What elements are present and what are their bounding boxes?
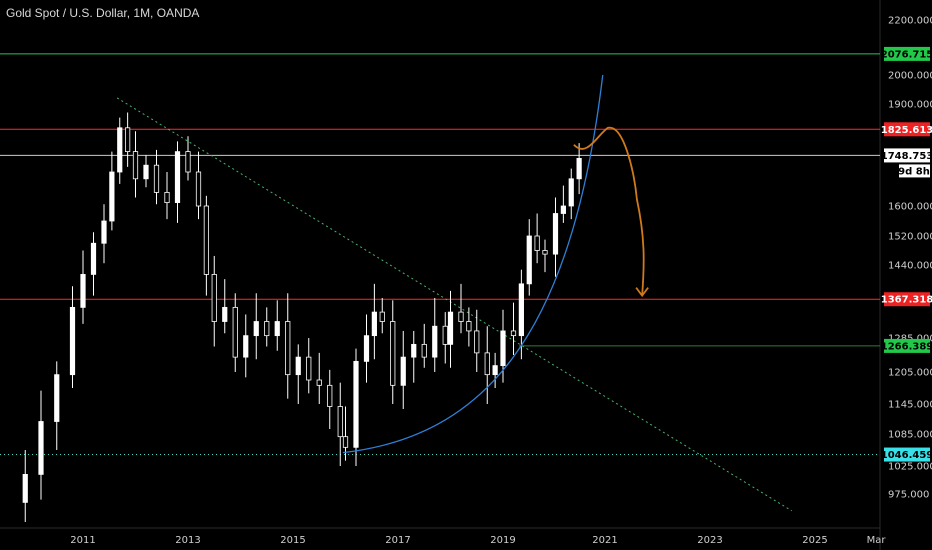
x-tick-label: 2021: [592, 535, 617, 546]
candle-body: [174, 151, 181, 204]
candle-body: [203, 205, 209, 275]
candle-body: [337, 406, 343, 438]
x-tick-label: 2025: [802, 535, 827, 546]
candle-body: [22, 473, 28, 503]
x-tick-label: Mar: [867, 535, 887, 546]
candle-body: [447, 311, 454, 345]
candle-body: [306, 356, 312, 381]
candle-body: [285, 321, 291, 376]
y-tick-label: 2200.000: [888, 16, 932, 27]
candle-body: [295, 356, 301, 376]
candle-body: [274, 321, 280, 337]
x-tick-label: 2017: [385, 535, 410, 546]
candle-body: [342, 436, 349, 448]
x-tick-label: 2015: [280, 535, 305, 546]
y-tick-label: 1145.000: [888, 400, 932, 411]
level-tag-label: 1367.318: [881, 295, 932, 306]
level-tag-label: 1266.389: [881, 341, 932, 352]
candle-body: [54, 374, 60, 422]
candle-body: [534, 235, 540, 251]
candle-body: [211, 274, 217, 322]
candle-body: [264, 321, 270, 337]
level-tag: [884, 122, 930, 137]
candle-body: [458, 311, 464, 322]
candle-body: [132, 151, 139, 180]
candle-body: [371, 311, 377, 337]
candle-body: [390, 321, 396, 386]
candle-body: [576, 157, 582, 180]
candle-body: [243, 335, 249, 358]
candle-body: [560, 205, 566, 214]
candle-body: [222, 306, 228, 322]
countdown-label: 9d 8h: [898, 166, 930, 177]
y-tick-label: 1025.000: [888, 462, 932, 473]
y-tick-label: 1440.000: [888, 261, 932, 272]
candle-body: [153, 164, 160, 193]
level-tag: [884, 447, 930, 462]
candle-body: [526, 235, 532, 285]
y-tick-label: 1205.000: [888, 368, 932, 379]
projected-path-arrowhead: [635, 287, 649, 298]
candle-body: [500, 330, 506, 367]
x-tick-label: 2011: [70, 535, 95, 546]
candle-body: [510, 330, 517, 337]
level-tag: [884, 338, 930, 353]
candle-body: [432, 325, 438, 358]
chart-title: Gold Spot / U.S. Dollar, 1M, OANDA: [6, 6, 200, 20]
candle-body: [69, 306, 76, 376]
candle-body: [164, 191, 170, 203]
candle-body: [379, 311, 385, 322]
level-tag-label: 1046.459: [881, 450, 932, 461]
candle-body: [125, 127, 131, 153]
candle-body: [400, 356, 406, 386]
y-tick-label: 1600.000: [888, 202, 932, 213]
candle-body: [109, 171, 115, 222]
candle-body: [80, 274, 86, 308]
candle-body: [316, 379, 322, 386]
candle-body: [101, 220, 107, 244]
candle-body: [474, 330, 480, 354]
parabolic-curve: [342, 74, 604, 454]
candle-body: [552, 213, 559, 255]
projected-path: [573, 126, 645, 296]
candle-body: [421, 343, 427, 358]
candle-body: [38, 421, 44, 475]
candle-body: [411, 343, 417, 358]
y-tick-label: 1900.000: [888, 100, 932, 111]
x-tick-label: 2013: [175, 535, 200, 546]
candle-body: [568, 178, 574, 207]
candle-body: [327, 384, 333, 407]
candle-body: [363, 335, 370, 362]
candle-body: [90, 242, 97, 275]
candle-body: [442, 325, 448, 345]
candle-body: [185, 151, 191, 173]
level-tag-label: 1748.753: [881, 151, 932, 162]
x-tick-label: 2023: [697, 535, 722, 546]
level-tag: [884, 46, 930, 61]
countdown-tag: [899, 164, 930, 178]
level-tag-label: 2076.715: [881, 49, 932, 60]
candle-body: [353, 360, 359, 448]
y-tick-label: 2000.000: [888, 71, 932, 82]
x-tick-label: 2019: [490, 535, 515, 546]
candle-body: [232, 306, 238, 358]
y-tick-label: 1085.000: [888, 430, 932, 441]
y-tick-label: 975.000: [888, 490, 929, 501]
level-tag: [884, 148, 930, 163]
candle-body: [143, 164, 149, 180]
candle-body: [253, 321, 259, 337]
candle-body: [484, 352, 490, 376]
candle-body: [492, 365, 498, 376]
level-tag: [884, 292, 930, 307]
y-tick-label: 1520.000: [888, 232, 932, 243]
candle-body: [195, 171, 202, 207]
candle-body: [466, 321, 472, 332]
candle-body: [518, 283, 524, 337]
descending-trendline: [116, 97, 793, 512]
candle-body: [542, 250, 548, 255]
level-tag-label: 1825.613: [881, 125, 932, 136]
candle-body: [117, 127, 123, 173]
